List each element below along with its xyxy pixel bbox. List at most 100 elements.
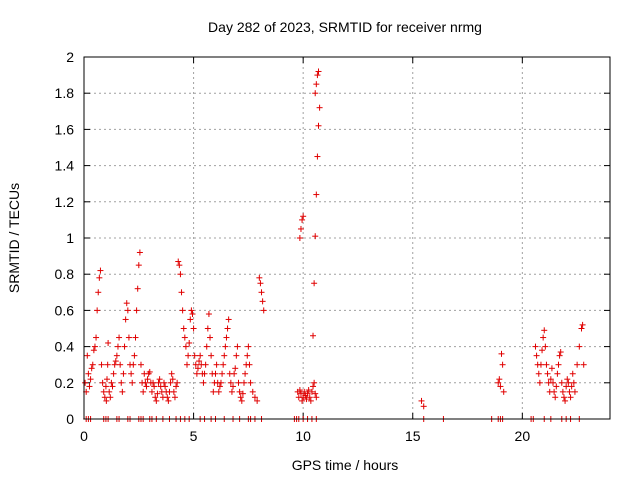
data-point: [190, 325, 197, 332]
data-point: [207, 334, 214, 341]
y-tick-label: 0.2: [55, 375, 75, 391]
y-tick-label: 1.2: [55, 194, 75, 210]
data-point: [224, 325, 231, 332]
data-point: [189, 311, 196, 318]
data-point: [297, 225, 304, 232]
data-point: [259, 298, 266, 305]
data-point: [169, 376, 176, 383]
data-point: [499, 361, 506, 368]
data-point: [551, 388, 558, 395]
data-point: [256, 274, 263, 281]
data-point: [193, 370, 200, 377]
data-point: [312, 233, 319, 240]
data-point: [233, 352, 240, 359]
data-point: [130, 361, 137, 368]
data-point: [179, 307, 186, 314]
data-point: [216, 383, 223, 390]
data-point: [87, 376, 94, 383]
data-point: [562, 397, 569, 404]
data-point: [82, 379, 89, 386]
data-point: [89, 361, 96, 368]
data-point: [299, 216, 306, 223]
data-point: [420, 403, 427, 410]
data-point: [104, 361, 111, 368]
data-point: [555, 361, 562, 368]
data-point: [91, 343, 98, 350]
data-point: [109, 383, 116, 390]
data-point: [313, 394, 320, 401]
data-point: [315, 122, 322, 129]
data-point: [191, 352, 198, 359]
data-point: [203, 343, 210, 350]
data-point: [124, 307, 131, 314]
data-point: [204, 325, 211, 332]
data-point: [100, 388, 107, 395]
data-point: [177, 271, 184, 278]
x-tick-label: 0: [80, 428, 88, 444]
data-point: [167, 379, 174, 386]
data-point: [111, 361, 118, 368]
data-point: [307, 397, 314, 404]
data-point: [116, 334, 123, 341]
points-layer: [82, 68, 587, 422]
data-point: [162, 383, 169, 390]
data-point: [95, 289, 102, 296]
data-point: [146, 368, 153, 375]
data-point: [246, 361, 253, 368]
data-point: [110, 370, 117, 377]
y-tick-label: 0.4: [55, 339, 75, 355]
data-point: [171, 394, 178, 401]
data-point: [112, 358, 119, 365]
data-point: [154, 390, 161, 397]
data-point: [200, 379, 207, 386]
data-point: [565, 379, 572, 386]
data-point: [196, 358, 203, 365]
data-point: [137, 361, 144, 368]
data-point: [215, 388, 222, 395]
data-point: [244, 352, 251, 359]
data-point: [212, 370, 219, 377]
data-point: [547, 376, 554, 383]
data-point: [105, 339, 112, 346]
data-point: [225, 316, 232, 323]
data-point: [153, 397, 160, 404]
data-point: [536, 379, 543, 386]
data-point: [245, 343, 252, 350]
data-point: [201, 370, 208, 377]
data-point: [121, 343, 128, 350]
data-point: [221, 352, 228, 359]
data-point: [106, 388, 113, 395]
data-point: [155, 379, 162, 386]
data-point: [240, 379, 247, 386]
data-point: [185, 352, 192, 359]
data-point: [99, 379, 106, 386]
data-point: [178, 289, 185, 296]
data-point: [567, 394, 574, 401]
y-tick-label: 0: [66, 411, 74, 427]
data-point: [90, 347, 97, 354]
grid-layer: [84, 57, 610, 419]
data-point: [497, 383, 504, 390]
data-point: [548, 365, 555, 372]
data-point: [175, 258, 182, 265]
data-point: [303, 396, 310, 403]
data-point: [202, 361, 209, 368]
data-point: [122, 316, 129, 323]
data-point: [308, 388, 315, 395]
x-tick-label: 5: [190, 428, 198, 444]
data-point: [156, 376, 163, 383]
data-point: [117, 361, 124, 368]
data-point: [556, 352, 563, 359]
data-point: [108, 379, 115, 386]
data-point: [251, 394, 258, 401]
data-point: [182, 343, 189, 350]
data-point: [220, 361, 227, 368]
data-point: [305, 387, 312, 394]
data-point: [237, 394, 244, 401]
data-point: [239, 390, 246, 397]
data-point: [574, 361, 581, 368]
data-point: [260, 307, 267, 314]
data-point: [537, 361, 544, 368]
data-point: [180, 325, 187, 332]
data-point: [131, 352, 138, 359]
